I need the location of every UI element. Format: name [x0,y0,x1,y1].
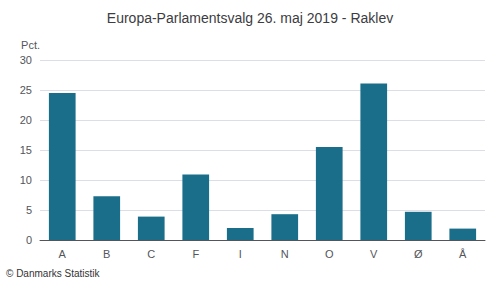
svg-text:10: 10 [20,174,32,186]
svg-text:© Danmarks Statistik: © Danmarks Statistik [6,268,101,279]
svg-text:N: N [281,248,289,260]
svg-text:5: 5 [26,204,32,216]
svg-text:C: C [147,248,155,260]
svg-text:30: 30 [20,54,32,66]
svg-text:Å: Å [459,248,467,260]
svg-text:0: 0 [26,234,32,246]
svg-text:A: A [59,248,67,260]
svg-text:Europa-Parlamentsvalg 26. maj: Europa-Parlamentsvalg 26. maj 2019 - Rak… [107,10,393,26]
svg-text:I: I [239,248,242,260]
svg-text:Ø: Ø [414,248,423,260]
svg-text:V: V [370,248,378,260]
svg-text:O: O [325,248,334,260]
svg-text:Pct.: Pct. [21,39,40,51]
svg-text:B: B [103,248,110,260]
svg-text:F: F [192,248,199,260]
svg-text:25: 25 [20,84,32,96]
svg-text:15: 15 [20,144,32,156]
svg-text:20: 20 [20,114,32,126]
